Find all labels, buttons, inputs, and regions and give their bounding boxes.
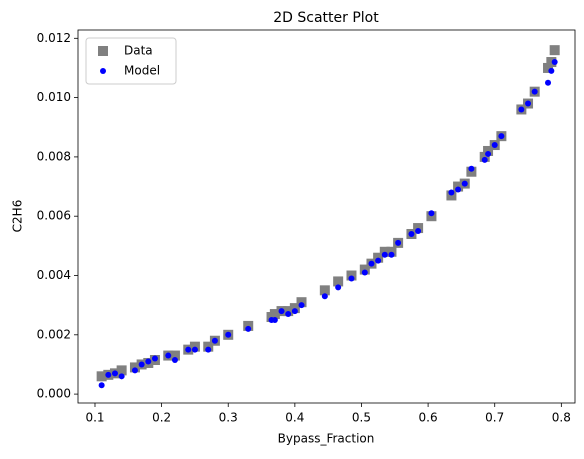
data-point (546, 57, 557, 68)
plot-frame (77, 29, 576, 404)
model-point (498, 133, 505, 140)
model-point (551, 59, 558, 66)
model-point (271, 316, 278, 323)
model-point (278, 308, 285, 315)
model-point (468, 165, 475, 172)
data-point (543, 62, 554, 73)
y-tick-label: 0.002 (37, 327, 71, 341)
x-tick-label: 0.1 (85, 411, 104, 425)
model-point (491, 142, 498, 149)
data-point (169, 350, 180, 361)
legend-box (85, 37, 177, 85)
model-point (191, 346, 198, 353)
model-point (321, 293, 328, 300)
model-point (455, 186, 462, 193)
model-point (361, 269, 368, 276)
model-point (545, 79, 552, 86)
y-tick-label: 0.006 (37, 209, 71, 223)
model-point (298, 302, 305, 309)
model-point (111, 370, 118, 377)
model-point (481, 156, 488, 163)
model-point (448, 189, 455, 196)
model-point (105, 371, 112, 378)
x-tick-label: 0.2 (152, 411, 171, 425)
model-point (518, 106, 525, 113)
model-point (415, 228, 422, 235)
model-point (335, 284, 342, 291)
legend-marker (100, 68, 106, 74)
model-point (145, 358, 152, 365)
model-point (171, 357, 178, 364)
y-tick-label: 0.010 (37, 90, 71, 104)
model-point (525, 100, 532, 107)
model-point (368, 260, 375, 267)
model-point (388, 251, 395, 258)
model-point (428, 210, 435, 217)
model-point (118, 373, 125, 380)
model-point (285, 311, 292, 318)
data-point (96, 371, 107, 382)
model-point (461, 180, 468, 187)
model-point (381, 251, 388, 258)
model-point (395, 239, 402, 246)
model-point (531, 88, 538, 95)
legend-label: Data (124, 44, 153, 58)
model-point (98, 382, 105, 389)
model-point (485, 150, 492, 157)
model-point (185, 346, 192, 353)
legend-label: Model (124, 64, 160, 78)
data-point (333, 276, 344, 287)
model-point (548, 67, 555, 74)
model-point (245, 325, 252, 332)
x-tick-label: 0.4 (285, 411, 304, 425)
model-point (205, 346, 212, 353)
model-point (408, 230, 415, 237)
model-point (138, 361, 145, 368)
model-point (131, 367, 138, 374)
y-tick-label: 0.008 (37, 149, 71, 163)
x-tick-label: 0.5 (352, 411, 371, 425)
model-point (348, 275, 355, 282)
x-tick-label: 0.7 (485, 411, 504, 425)
x-axis-label: Bypass_Fraction (278, 432, 375, 446)
y-tick-label: 0.000 (37, 387, 71, 401)
model-point (375, 257, 382, 264)
x-tick-label: 0.8 (552, 411, 571, 425)
model-point (165, 352, 172, 359)
model-point (211, 337, 218, 344)
data-point (116, 365, 127, 376)
model-point (151, 355, 158, 362)
x-tick-label: 0.3 (219, 411, 238, 425)
model-point (225, 331, 232, 338)
data-point (549, 45, 560, 56)
y-axis-label: C2H6 (11, 200, 25, 233)
legend-marker (98, 46, 108, 56)
data-point (269, 309, 280, 320)
model-point (291, 308, 298, 315)
x-tick-label: 0.6 (419, 411, 438, 425)
data-point (319, 285, 330, 296)
chart-title: 2D Scatter Plot (273, 10, 379, 26)
y-tick-label: 0.004 (37, 268, 71, 282)
y-tick-label: 0.012 (37, 31, 71, 45)
